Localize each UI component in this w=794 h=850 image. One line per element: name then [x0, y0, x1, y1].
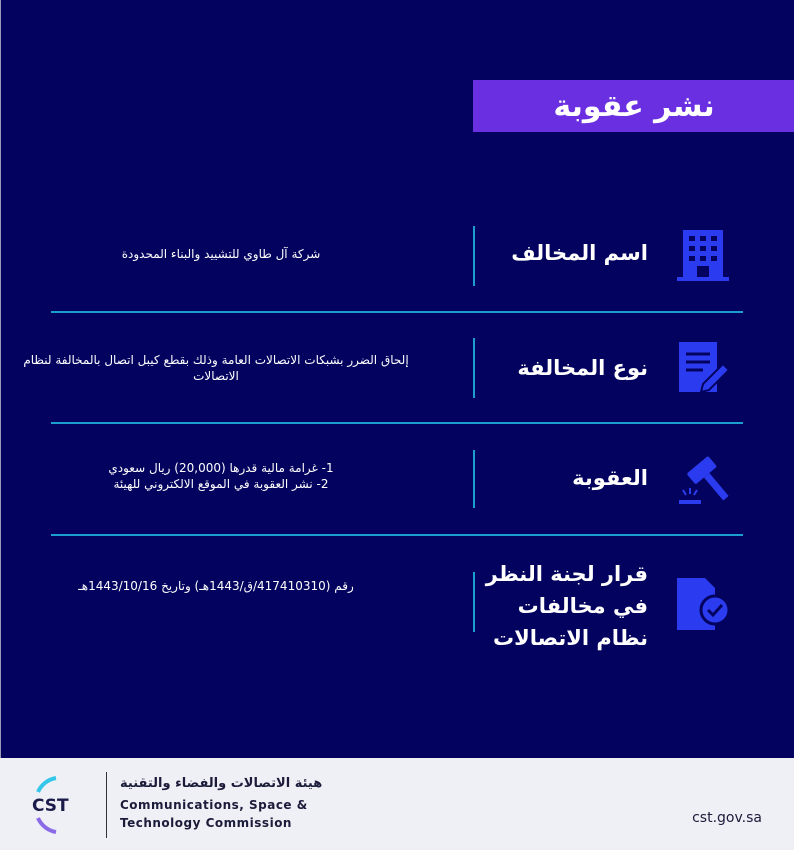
- divider: [51, 311, 743, 313]
- website-link[interactable]: cst.gov.sa: [692, 810, 762, 826]
- penalty-value: 1- غرامة مالية قدرها (20,000) ريال سعودي…: [61, 460, 381, 492]
- violation-type-value: إلحاق الضرر بشبكات الاتصالات العامة وذلك…: [23, 353, 409, 383]
- violator-name-label: اسم المخالف: [511, 241, 648, 265]
- org-name-ar: هيئة الاتصالات والفضاء والتقنية: [120, 776, 323, 791]
- committee-decision-label: قرار لجنة النظر في مخالفات نظام الاتصالا…: [486, 558, 648, 654]
- penalty-label: العقوبة: [572, 466, 648, 490]
- building-icon: [677, 230, 729, 281]
- label-line: في مخالفات: [517, 594, 648, 618]
- committee-decision-value: رقم (417410310/ق/1443هـ) وتاريخ 1443/10/…: [78, 579, 354, 593]
- divider: [473, 572, 475, 632]
- divider: [473, 226, 475, 286]
- label-line: نظام الاتصالات: [493, 626, 648, 650]
- label-line: قرار لجنة النظر: [485, 562, 648, 586]
- divider: [51, 422, 743, 424]
- gavel-icon: [679, 456, 729, 504]
- cst-logo: CST: [32, 776, 69, 834]
- document-badge-check-icon: [677, 578, 731, 630]
- org-name-en-1: Communications, Space &: [120, 798, 308, 812]
- penalty-line: 1- غرامة مالية قدرها (20,000) ريال سعودي: [108, 461, 334, 475]
- penalty-line: 2- نشر العقوبة في الموقع الالكتروني للهي…: [113, 477, 329, 491]
- penalty-panel: نشر عقوبة اسم المخالف شركة آل طاوي للتشي…: [0, 0, 794, 758]
- divider: [51, 534, 743, 536]
- divider: [473, 450, 475, 508]
- divider: [473, 338, 475, 398]
- violator-name-value: شركة آل طاوي للتشييد والبناء المحدودة: [121, 247, 321, 261]
- violation-type-label: نوع المخالفة: [517, 356, 648, 380]
- footer: CST هيئة الاتصالات والفضاء والتقنية Comm…: [0, 758, 794, 850]
- page-title: نشر عقوبة: [473, 80, 794, 132]
- divider: [106, 772, 107, 838]
- org-name-en-2: Technology Commission: [120, 816, 292, 830]
- svg-text:CST: CST: [32, 796, 69, 816]
- document-pen-icon: [679, 342, 731, 394]
